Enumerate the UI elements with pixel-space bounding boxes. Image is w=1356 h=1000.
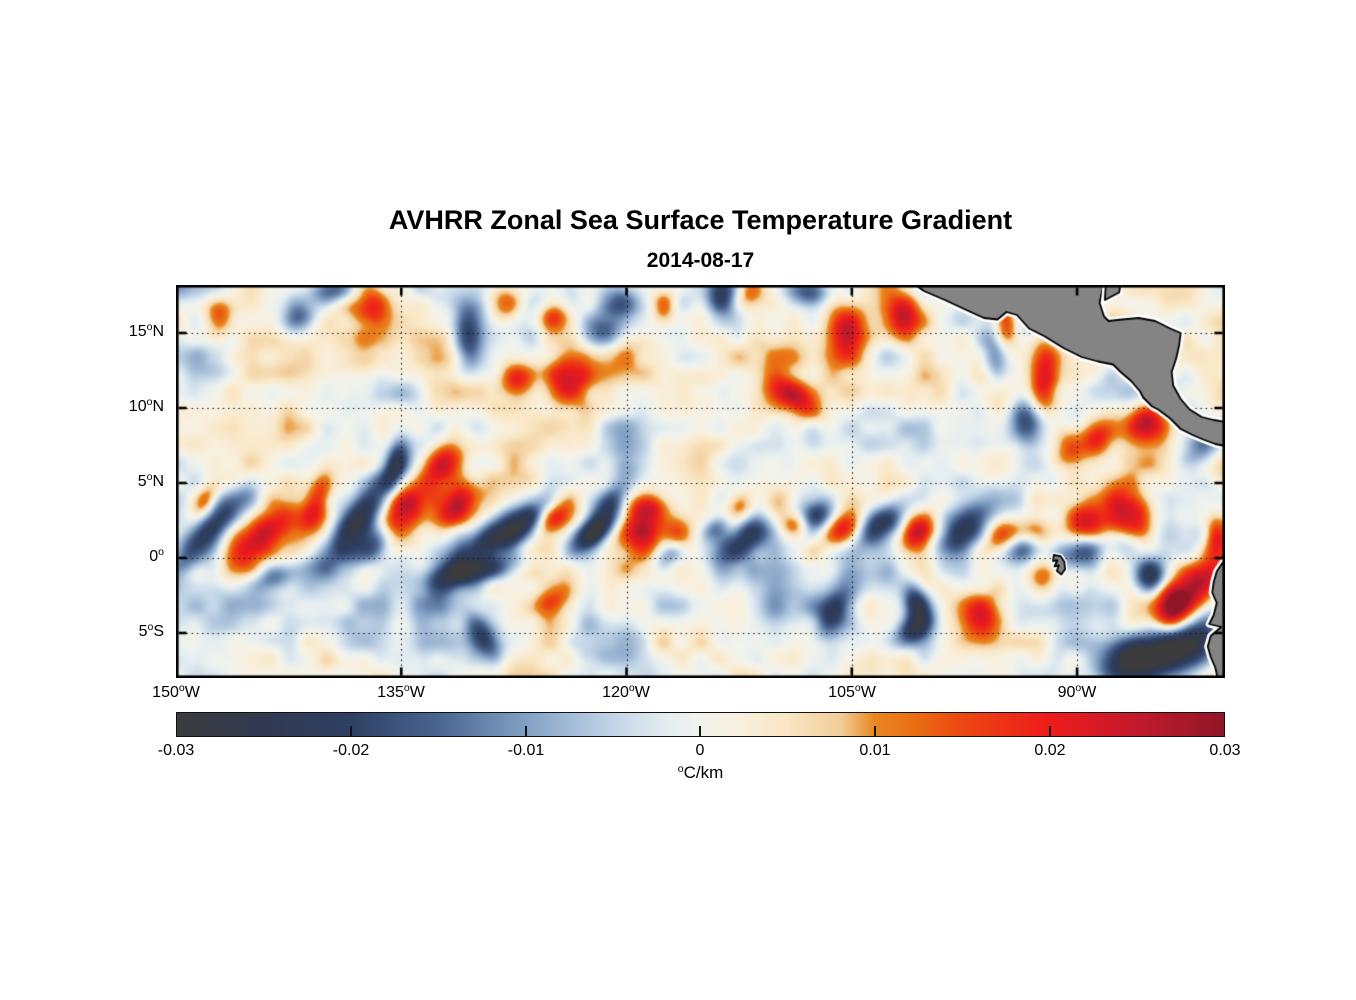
y-tick-label-15n: 15oN bbox=[128, 321, 164, 340]
colorbar-tick-label: -0.02 bbox=[332, 742, 370, 759]
sst-gradient-map bbox=[176, 285, 1225, 678]
colorbar-tick-label: 0 bbox=[695, 742, 705, 759]
y-tick-label-5n: 5oN bbox=[137, 471, 164, 490]
colorbar-tick-label: 0.02 bbox=[1034, 742, 1066, 759]
x-tick-label-90w: 90oW bbox=[1057, 682, 1097, 701]
colorbar-tick-label: -0.03 bbox=[157, 742, 195, 759]
x-tick-label-135w: 135oW bbox=[377, 682, 425, 701]
colorbar-tick bbox=[1048, 726, 1051, 736]
y-tick-label-0: 0o bbox=[149, 546, 164, 565]
colorbar-tick bbox=[699, 726, 702, 736]
colorbar-tick-label: 0.03 bbox=[1209, 742, 1241, 759]
colorbar-tick bbox=[524, 726, 527, 736]
x-tick-label-105w: 105oW bbox=[828, 682, 876, 701]
y-tick-label-5s: 5oS bbox=[138, 621, 164, 640]
chart-date: 2014-08-17 bbox=[646, 249, 755, 272]
y-tick-label-10n: 10oN bbox=[128, 396, 164, 415]
colorbar-unit-label: oC/km bbox=[677, 763, 724, 782]
chart-title: AVHRR Zonal Sea Surface Temperature Grad… bbox=[388, 205, 1013, 235]
colorbar-tick bbox=[873, 726, 876, 736]
x-tick-label-120w: 120oW bbox=[602, 682, 650, 701]
colorbar-tick bbox=[350, 726, 353, 736]
x-tick-label-150w: 150oW bbox=[152, 682, 200, 701]
colorbar bbox=[176, 712, 1225, 737]
colorbar-tick-label: 0.01 bbox=[859, 742, 891, 759]
colorbar-tick-label: -0.01 bbox=[507, 742, 545, 759]
